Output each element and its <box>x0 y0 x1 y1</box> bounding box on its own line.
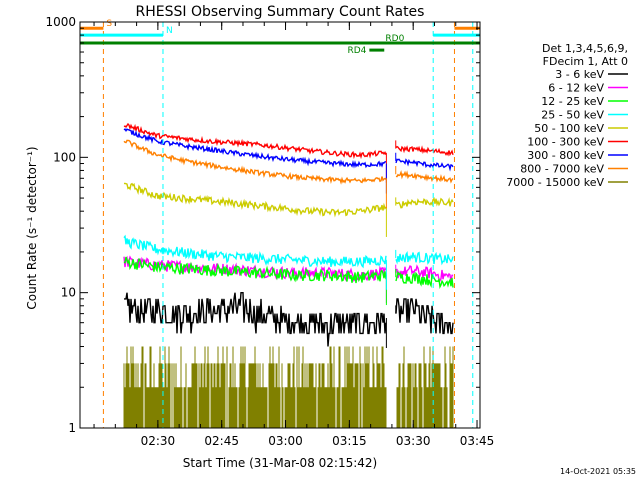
y-tick-label: 100 <box>53 150 76 164</box>
series-line <box>123 182 387 218</box>
y-tick-label: 1000 <box>45 15 76 29</box>
series-line <box>395 251 454 266</box>
axes-layer: 1 10 100 1000 02:30 02:45 03:00 03:15 03:30 03:45 <box>45 15 494 448</box>
series-line <box>395 270 454 290</box>
x-tick-label: 03:00 <box>268 434 303 448</box>
legend-header-line-1: Det 1,3,4,5,6,9, <box>542 42 628 55</box>
timestamp: 14-Oct-2021 05:35 <box>560 467 636 476</box>
series-line <box>395 169 454 184</box>
x-tick-label: 03:15 <box>332 434 367 448</box>
legend-label: 3 - 6 keV <box>555 68 604 81</box>
decimation-flag-label: RD4 <box>347 46 366 56</box>
x-tick-label: 03:45 <box>460 434 495 448</box>
plot-frame <box>79 21 481 429</box>
x-tick-label: 02:45 <box>204 434 239 448</box>
y-tick-label: 1 <box>68 421 76 435</box>
quantized-band-layer <box>123 346 454 428</box>
marker-layer: S N RD0 RD4 <box>80 19 480 428</box>
saa-start-flag-label: S <box>106 19 112 29</box>
legend-label: 800 - 7000 keV <box>520 163 604 176</box>
series-line <box>395 298 454 335</box>
legend-label: 100 - 300 keV <box>527 136 604 149</box>
decimation-flag-label: RD0 <box>385 34 404 44</box>
y-axis-label: Count Rate (s⁻¹ detector⁻¹) <box>25 146 39 309</box>
x-tick-label: 02:30 <box>141 434 176 448</box>
series-line <box>123 128 387 169</box>
series-line <box>123 256 387 284</box>
legend-label: 7000 - 15000 keV <box>506 176 604 189</box>
legend-label: 50 - 100 keV <box>534 122 604 135</box>
x-axis-label: Start Time (31-Mar-08 02:15:42) <box>183 456 377 470</box>
series-line <box>123 122 387 160</box>
chart-title: RHESSI Observing Summary Count Rates <box>136 4 425 20</box>
legend-label: 6 - 12 keV <box>548 82 604 95</box>
series-line <box>395 197 454 209</box>
legend-label: 25 - 50 keV <box>541 109 604 122</box>
series-line <box>395 158 454 172</box>
series-line <box>123 234 387 269</box>
legend: Det 1,3,4,5,6,9, FDecim 1, Att 0 3 - 6 k… <box>506 42 628 189</box>
series-line <box>395 264 454 283</box>
legend-label: 12 - 25 keV <box>541 95 604 108</box>
y-tick-label: 10 <box>61 286 76 300</box>
series-line <box>124 292 387 347</box>
series-line <box>395 145 454 157</box>
legend-header-line-2: FDecim 1, Att 0 <box>543 55 628 68</box>
x-tick-label: 03:30 <box>396 434 431 448</box>
series-layer <box>123 122 454 349</box>
legend-label: 300 - 800 keV <box>527 149 604 162</box>
series-line <box>123 139 387 185</box>
night-flag-label: N <box>166 26 173 36</box>
